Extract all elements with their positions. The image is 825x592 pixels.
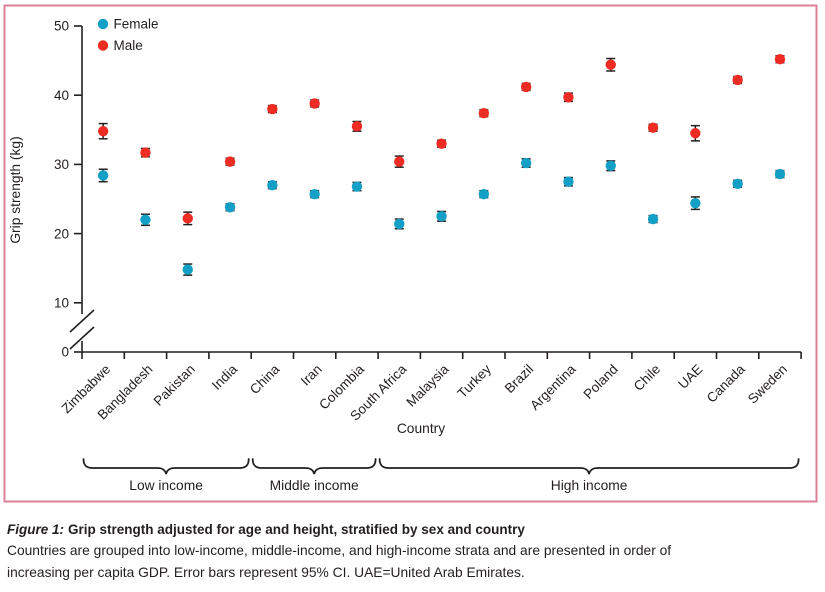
data-point-female-canada [732,178,743,189]
x-label-malaysia: Malaysia [403,361,452,410]
data-point-male-canada [732,74,743,86]
data-point-male-pakistan [182,213,193,224]
figure-caption-line-2: increasing per capita GDP. Error bars re… [7,564,525,580]
data-point-female-china [267,179,278,191]
y-tick-label-50: 50 [54,19,69,34]
legend-label-female: Female [114,17,159,32]
data-point-female-argentina [563,176,574,187]
data-point-female-south-africa [394,218,405,230]
x-label-poland: Poland [581,362,621,402]
x-label-chile: Chile [631,362,663,394]
x-label-turkey: Turkey [455,361,495,401]
x-axis-title: Country [397,421,445,436]
figure-title: Figure 1: Grip strength adjusted for age … [7,519,817,540]
data-point-male-poland [605,59,616,70]
data-point-male-bangladesh [140,147,151,158]
data-point-male-colombia [351,121,363,132]
group-label-low-income: Low income [129,478,203,493]
x-label-argentina: Argentina [527,361,579,413]
figure-frame [3,4,818,503]
data-point-male-turkey [478,107,490,119]
y-tick-label-40: 40 [54,88,69,103]
data-point-female-pakistan [182,264,193,275]
x-label-iran: Iran [298,362,325,389]
x-label-uae: UAE [675,362,705,392]
data-point-female-chile [647,213,659,225]
axis-break-slash-lower [69,326,95,350]
data-point-female-poland [605,160,616,171]
figure-title-text: Grip strength adjusted for age and heigh… [68,522,525,537]
data-point-male-zimbabwe [97,125,109,137]
brace-high-income [378,458,800,475]
data-point-female-malaysia [436,211,447,222]
data-point-male-sweden [774,54,786,65]
data-point-female-sweden [774,168,786,180]
data-point-male-brazil [520,81,532,93]
data-point-male-south-africa [394,156,405,167]
data-point-female-turkey [478,188,490,200]
y-axis-title: Grip strength (kg) [8,136,23,243]
data-point-female-iran [309,188,320,200]
data-point-female-india [224,202,236,213]
data-point-female-bangladesh [140,214,151,225]
legend-label-male: Male [114,38,143,53]
x-label-china: China [247,361,283,397]
brace-middle-income [251,458,377,475]
data-point-male-malaysia [436,138,447,149]
y-tick-label-30: 30 [54,157,69,172]
data-point-female-brazil [520,157,532,169]
x-label-india: India [209,361,241,393]
data-point-male-chile [647,122,659,133]
x-label-brazil: Brazil [502,362,536,396]
x-label-canada: Canada [704,361,748,405]
legend-swatch-male [97,40,109,51]
data-point-male-uae [690,128,701,139]
data-point-male-china [267,103,278,115]
data-point-male-argentina [563,92,574,103]
data-point-male-iran [309,98,320,109]
x-label-pakistan: Pakistan [151,362,198,409]
legend-swatch-female [97,18,109,30]
figure-number-label: Figure 1: [7,522,65,537]
figure-caption-line-1: Countries are grouped into low-income, m… [7,543,672,558]
y-tick-label-20: 20 [54,226,69,241]
data-point-female-uae [690,197,701,209]
y-tick-label-0: 0 [61,345,69,360]
data-point-female-colombia [351,181,363,192]
figure-caption: Figure 1: Grip strength adjusted for age … [7,519,817,583]
group-label-high-income: High income [551,478,628,493]
brace-low-income [82,458,250,475]
data-point-female-zimbabwe [97,170,109,181]
y-tick-label-10: 10 [54,296,69,311]
data-point-male-india [224,156,236,167]
axis-break-slash-upper [69,309,95,333]
x-label-sweden: Sweden [745,362,790,407]
group-label-middle-income: Middle income [270,478,359,493]
